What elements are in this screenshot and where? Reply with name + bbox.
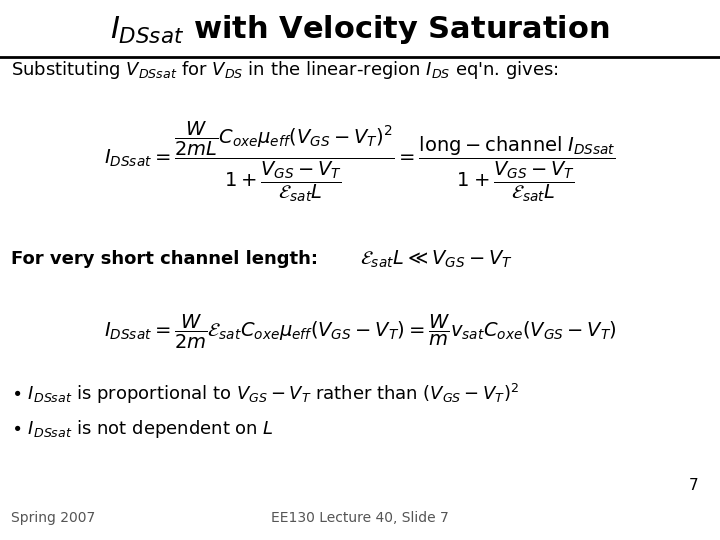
Text: $I_{DSsat}$ with Velocity Saturation: $I_{DSsat}$ with Velocity Saturation — [110, 13, 610, 46]
Text: $I_{DSsat} = \dfrac{W}{2m}\mathcal{E}_{sat}C_{oxe}\mu_{eff}(V_{GS}-V_T) = \dfrac: $I_{DSsat} = \dfrac{W}{2m}\mathcal{E}_{s… — [104, 313, 616, 351]
Text: $\bullet$ $I_{DSsat}$ is not dependent on $L$: $\bullet$ $I_{DSsat}$ is not dependent o… — [11, 418, 274, 440]
Text: Spring 2007: Spring 2007 — [11, 511, 95, 525]
Text: $\bullet$ $I_{DSsat}$ is proportional to $V_{GS}-V_T$ rather than $(V_{GS} - V_T: $\bullet$ $I_{DSsat}$ is proportional to… — [11, 382, 519, 406]
Text: $I_{DSsat} = \dfrac{\dfrac{W}{2mL}C_{oxe}\mu_{eff}(V_{GS}-V_T)^2}{1+\dfrac{V_{GS: $I_{DSsat} = \dfrac{\dfrac{W}{2mL}C_{oxe… — [104, 119, 616, 205]
Text: $\mathcal{E}_{sat}L \ll V_{GS}-V_T$: $\mathcal{E}_{sat}L \ll V_{GS}-V_T$ — [360, 248, 513, 270]
Text: EE130 Lecture 40, Slide 7: EE130 Lecture 40, Slide 7 — [271, 511, 449, 525]
Text: For very short channel length:: For very short channel length: — [11, 250, 318, 268]
Text: 7: 7 — [689, 478, 698, 494]
Text: Substituting $V_{DSsat}$ for $V_{DS}$ in the linear-region $I_{DS}$ eq'n. gives:: Substituting $V_{DSsat}$ for $V_{DS}$ in… — [11, 59, 559, 81]
